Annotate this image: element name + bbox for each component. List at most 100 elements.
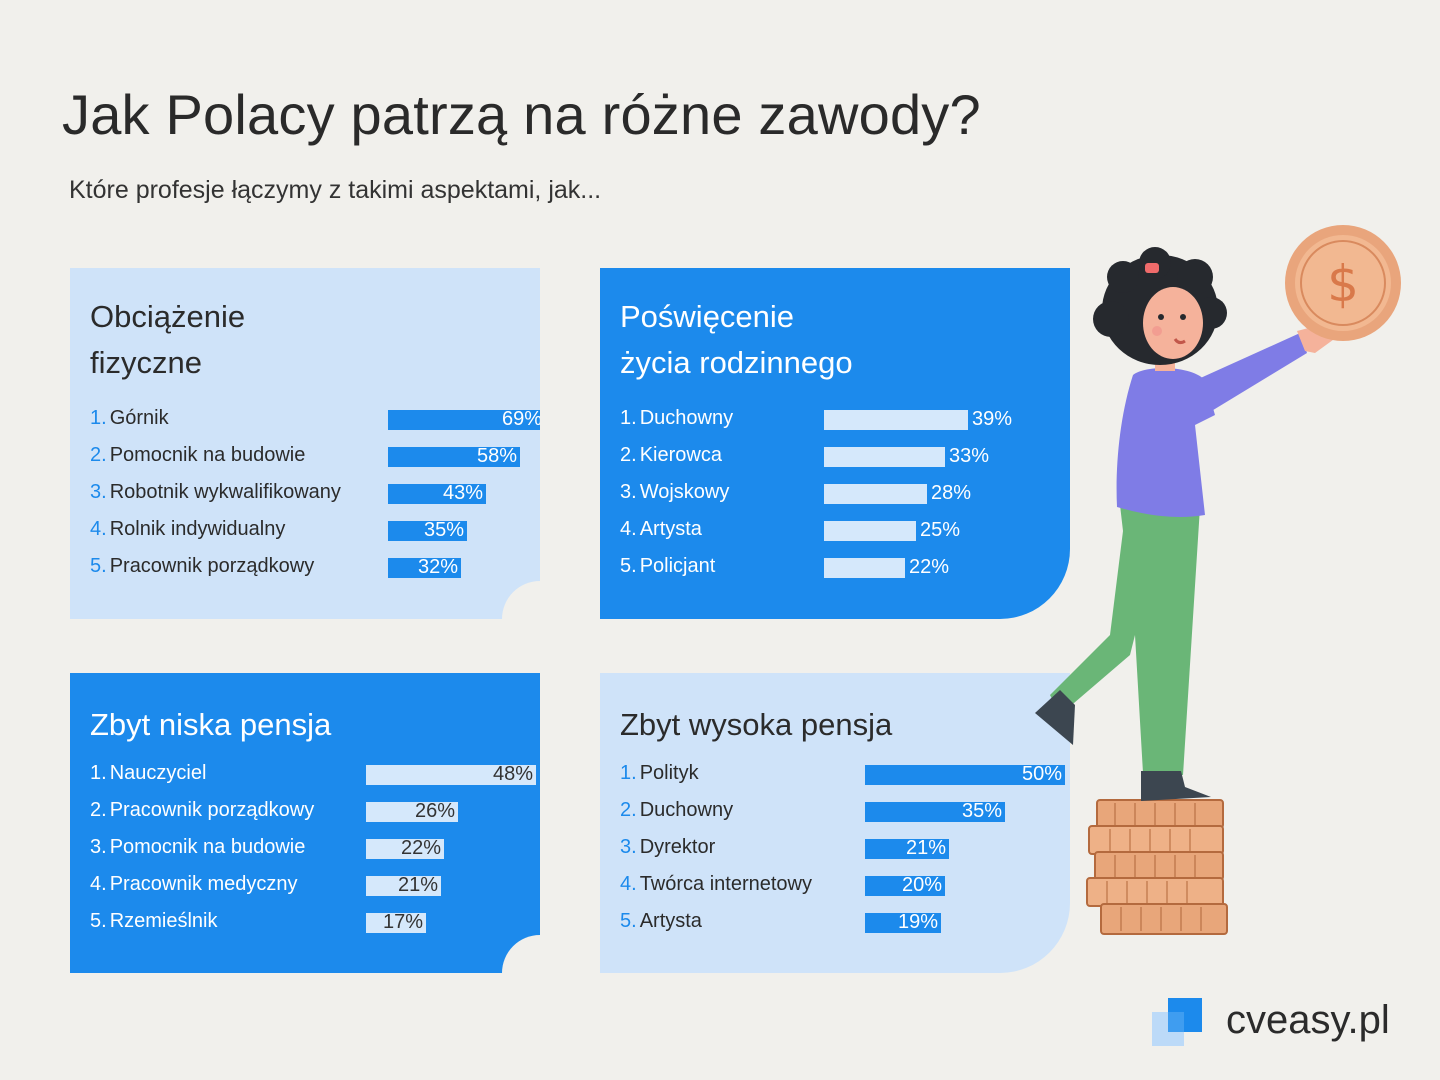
value-label: 25% bbox=[920, 519, 961, 541]
value-label: 69% bbox=[501, 408, 540, 430]
bar bbox=[865, 876, 945, 896]
bar bbox=[388, 410, 540, 430]
bar bbox=[366, 876, 441, 896]
value-label: 33% bbox=[949, 445, 990, 467]
bar-row: 1. Górnik 69% bbox=[90, 406, 540, 430]
category-label: 2. Pracownik porządkowy bbox=[90, 799, 315, 821]
panel-title-line: Obciążenie bbox=[90, 299, 246, 334]
bar bbox=[865, 913, 941, 933]
corner-notch bbox=[502, 935, 540, 973]
panel-title: Obciążenie fizyczne bbox=[90, 294, 245, 386]
bar-row: 4. Twórca internetowy 20% bbox=[620, 872, 1070, 896]
bar-row: 1. Nauczyciel 48% bbox=[90, 761, 540, 785]
bar-row: 5. Pracownik porządkowy 32% bbox=[90, 554, 540, 578]
value-label: 50% bbox=[1021, 763, 1062, 785]
panel-title: Zbyt niska pensja bbox=[90, 702, 331, 748]
panel-title: Zbyt wysoka pensja bbox=[620, 702, 892, 748]
brand-logo[interactable]: cveasy.pl bbox=[1150, 996, 1410, 1052]
value-label: 39% bbox=[972, 408, 1013, 430]
bar-row: 2. Pracownik porządkowy 26% bbox=[90, 798, 540, 822]
bar bbox=[388, 484, 486, 504]
bar bbox=[366, 913, 426, 933]
value-label: 43% bbox=[442, 482, 483, 504]
bar bbox=[366, 839, 444, 859]
category-label: 3. Robotnik wykwalifikowany bbox=[90, 481, 341, 503]
bar-row: 5. Policjant 22% bbox=[620, 554, 1070, 578]
bar-row: 1. Duchowny 39% bbox=[620, 406, 1070, 430]
bar-row: 3. Wojskowy 28% bbox=[620, 480, 1070, 504]
bar-row: 1. Polityk 50% bbox=[620, 761, 1070, 785]
value-label: 28% bbox=[931, 482, 972, 504]
category-label: 5. Pracownik porządkowy bbox=[90, 555, 315, 577]
bar bbox=[366, 765, 536, 785]
category-label: 4. Twórca internetowy bbox=[620, 873, 812, 895]
panel-title-line: fizyczne bbox=[90, 345, 202, 380]
value-label: 22% bbox=[909, 556, 950, 578]
page-title: Jak Polacy patrzą na różne zawody? bbox=[62, 83, 981, 146]
chart-panel-too-high-salary: Zbyt wysoka pensja 1. Polityk 50% 2. Duchown… bbox=[600, 673, 1070, 973]
bar bbox=[865, 802, 1005, 822]
bar-row: 3. Pomocnik na budowie 22% bbox=[90, 835, 540, 859]
bar-row: 5. Artysta 19% bbox=[620, 909, 1070, 933]
category-label: 1. Duchowny bbox=[620, 407, 734, 429]
bar bbox=[366, 802, 458, 822]
bar-row: 5. Rzemieślnik 17% bbox=[90, 909, 540, 933]
panel-title-line: życia rodzinnego bbox=[620, 345, 853, 380]
category-label: 1. Nauczyciel bbox=[90, 762, 207, 784]
category-label: 3. Dyrektor bbox=[620, 836, 716, 858]
bar-row: 2. Kierowca 33% bbox=[620, 443, 1070, 467]
page-subtitle: Które profesje łączymy z takimi aspektam… bbox=[69, 176, 602, 204]
bar bbox=[865, 839, 949, 859]
value-label: 21% bbox=[905, 837, 946, 859]
coin-icon: $ bbox=[1285, 225, 1401, 341]
bar bbox=[388, 447, 520, 467]
category-label: 5. Rzemieślnik bbox=[90, 910, 218, 932]
category-label: 4. Artysta bbox=[620, 518, 702, 540]
bar-row: 2. Pomocnik na budowie 58% bbox=[90, 443, 540, 467]
panel-title-line: Zbyt wysoka pensja bbox=[620, 707, 893, 742]
coin-stack bbox=[1086, 799, 1228, 935]
category-label: 2. Pomocnik na budowie bbox=[90, 444, 306, 466]
bar-row: 2. Duchowny 35% bbox=[620, 798, 1070, 822]
panel-title-line: Poświęcenie bbox=[620, 299, 795, 334]
value-label: 35% bbox=[961, 800, 1002, 822]
value-label: 22% bbox=[400, 837, 441, 859]
category-label: 3. Wojskowy bbox=[620, 481, 730, 503]
bar bbox=[388, 521, 467, 541]
category-label: 5. Policjant bbox=[620, 555, 716, 577]
value-label: 20% bbox=[901, 874, 942, 896]
value-label: 17% bbox=[382, 911, 423, 933]
category-label: 1. Górnik bbox=[90, 407, 169, 429]
cveasy-logo-icon bbox=[1152, 998, 1202, 1046]
bar bbox=[824, 410, 968, 430]
category-label: 5. Artysta bbox=[620, 910, 702, 932]
value-label: 19% bbox=[897, 911, 938, 933]
category-label: 2. Duchowny bbox=[620, 799, 734, 821]
chart-panel-physical-strain: Obciążenie fizyczne 1. Górnik 69% 2. Pomocni… bbox=[70, 268, 540, 619]
panel-title-line: Zbyt niska pensja bbox=[90, 707, 332, 742]
bar bbox=[824, 558, 905, 578]
panel-title: Poświęcenie życia rodzinnego bbox=[620, 294, 853, 386]
brand-name: cveasy.pl bbox=[1226, 998, 1390, 1042]
bar-row: 3. Robotnik wykwalifikowany 43% bbox=[90, 480, 540, 504]
bar bbox=[824, 521, 916, 541]
svg-text:$: $ bbox=[1327, 255, 1359, 313]
woman-figure bbox=[1035, 247, 1337, 801]
category-label: 4. Pracownik medyczny bbox=[90, 873, 298, 895]
bar bbox=[824, 447, 945, 467]
value-label: 58% bbox=[476, 445, 517, 467]
chart-panel-too-low-salary: Zbyt niska pensja 1. Nauczyciel 48% 2. Praco… bbox=[70, 673, 540, 973]
corner-notch bbox=[502, 581, 540, 619]
bar-row: 4. Artysta 25% bbox=[620, 517, 1070, 541]
bar bbox=[824, 484, 927, 504]
bar bbox=[388, 558, 461, 578]
category-label: 3. Pomocnik na budowie bbox=[90, 836, 306, 858]
category-label: 2. Kierowca bbox=[620, 444, 722, 466]
value-label: 26% bbox=[414, 800, 455, 822]
bar-row: 3. Dyrektor 21% bbox=[620, 835, 1070, 859]
value-label: 35% bbox=[423, 519, 464, 541]
bar bbox=[865, 765, 1065, 785]
category-label: 1. Polityk bbox=[620, 762, 699, 784]
value-label: 48% bbox=[492, 763, 533, 785]
chart-panel-family-sacrifice: Poświęcenie życia rodzinnego 1. Duchowny 3… bbox=[600, 268, 1070, 619]
